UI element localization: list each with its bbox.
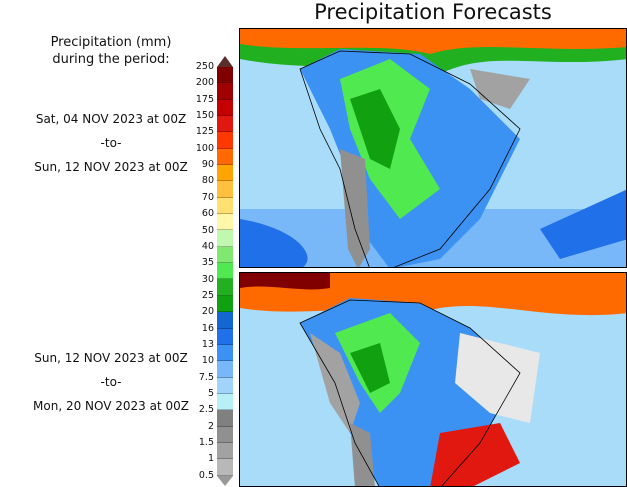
color-bar-label: 10	[201, 355, 214, 367]
color-bar-segment	[217, 344, 233, 362]
color-bar-segment	[217, 442, 233, 460]
color-bar-label: 90	[201, 159, 214, 171]
color-bar-segment	[217, 67, 233, 84]
period-1: Sat, 04 NOV 2023 at 00Z -to- Sun, 12 NOV 2…	[0, 107, 222, 179]
color-bar-segment	[217, 181, 233, 198]
color-bar-label: 20	[201, 306, 214, 318]
color-bar-bottom-arrow	[217, 475, 233, 486]
forecast-map-period-1	[239, 28, 627, 268]
color-bar-segment	[217, 459, 233, 476]
legend-title-line2: during the period:	[52, 52, 170, 67]
color-bar-segment	[217, 116, 233, 133]
color-bar-segment	[217, 246, 233, 264]
color-bar-label: 35	[201, 257, 214, 269]
color-bar-label: 5	[207, 388, 214, 399]
color-bar-segment	[217, 214, 233, 231]
color-bar-top-arrow	[217, 56, 233, 67]
color-bar-label: 60	[201, 208, 214, 220]
color-bar-segment	[217, 197, 233, 215]
color-bar-segment	[217, 230, 233, 247]
color-bar-label: 200	[195, 77, 214, 89]
color-bar-label: 70	[201, 191, 214, 203]
color-bar-segment	[217, 99, 233, 117]
color-bar-label: 2.5	[198, 404, 214, 416]
color-bar-segment	[217, 148, 233, 166]
color-bar-segment	[217, 165, 233, 182]
color-bar-label: 7.5	[198, 371, 214, 383]
period-start: Sat, 04 NOV 2023 at 00Z	[35, 112, 187, 126]
color-bar-segment	[217, 361, 233, 378]
color-bar-label: 250	[195, 61, 214, 72]
period-sep: -to-	[100, 136, 122, 150]
color-bar-segment	[217, 132, 233, 149]
color-bar-label: 40	[201, 240, 214, 252]
period-2: Sun, 12 NOV 2023 at 00Z -to- Mon, 20 NOV 2…	[0, 346, 222, 418]
legend-title-line1: Precipitation (mm)	[50, 35, 172, 50]
color-bar-label: 50	[201, 224, 214, 236]
color-bar-label: 150	[195, 110, 214, 122]
color-bar-segment	[217, 312, 233, 329]
color-bar-segment	[217, 279, 233, 296]
color-bar-label: 2	[207, 420, 214, 432]
color-bar-label: 13	[201, 338, 214, 350]
color-bar-label: 30	[201, 273, 214, 285]
color-bar-segment	[217, 410, 233, 427]
color-bar-label: 80	[201, 175, 214, 187]
color-bar-segment	[217, 328, 233, 345]
page-title: Precipitation Forecasts	[314, 0, 552, 24]
color-bar-segment	[217, 263, 233, 280]
color-bar-label: 25	[201, 289, 214, 301]
legend-title: Precipitation (mm) during the period:	[0, 34, 222, 68]
period-end: Mon, 20 NOV 2023 at 00Z	[33, 399, 189, 413]
color-bar-segment	[217, 377, 233, 394]
color-bar	[217, 56, 233, 486]
color-bar-segment	[217, 393, 233, 411]
color-bar-segment	[217, 295, 233, 313]
color-bar-label: 16	[201, 322, 214, 334]
period-end: Sun, 12 NOV 2023 at 00Z	[34, 160, 188, 174]
period-start: Sun, 12 NOV 2023 at 00Z	[34, 351, 188, 365]
color-bar-label: 1.5	[198, 437, 214, 449]
color-bar-segment	[217, 426, 233, 443]
color-bar-label: 100	[195, 142, 214, 154]
color-bar-label: 0.5	[198, 469, 214, 481]
color-bar-label: 1	[207, 453, 214, 465]
color-bar-label: 175	[195, 93, 214, 105]
color-bar-label: 125	[195, 126, 214, 138]
forecast-map-period-2	[239, 272, 627, 487]
color-bar-segment	[217, 83, 233, 100]
period-sep: -to-	[100, 375, 122, 389]
